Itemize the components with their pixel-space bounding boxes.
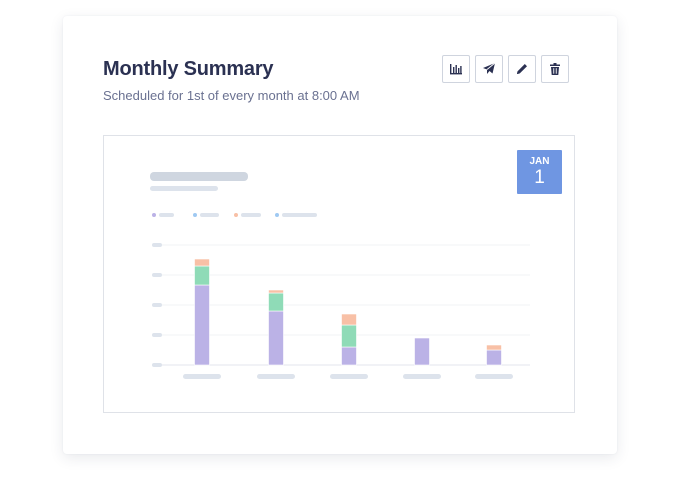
chart-title-placeholder [150, 172, 248, 181]
chart-preview: JAN 1 [103, 135, 575, 413]
x-tick-placeholder [183, 374, 221, 379]
date-badge-month: JAN [529, 156, 550, 167]
bar-segment [341, 324, 357, 348]
legend-marker [193, 213, 197, 217]
bar-segment [486, 349, 502, 366]
report-card: Monthly Summary Scheduled for 1st of eve… [63, 16, 617, 454]
x-tick-placeholder [475, 374, 513, 379]
date-badge-day: 1 [534, 167, 545, 188]
legend-label-placeholder [282, 213, 317, 217]
y-tick-placeholder [152, 333, 162, 337]
report-title: Monthly Summary [103, 58, 274, 80]
y-tick-placeholder [152, 303, 162, 307]
bar-segment [486, 344, 502, 351]
date-badge: JAN 1 [517, 150, 562, 194]
y-tick-placeholder [152, 363, 162, 367]
legend-marker [152, 213, 156, 217]
report-toolbar [442, 55, 569, 83]
y-tick-placeholder [152, 243, 162, 247]
send-icon [483, 62, 496, 74]
legend-label-placeholder [200, 213, 219, 217]
legend-label-placeholder [241, 213, 261, 217]
bar-segment [194, 258, 210, 267]
legend-label-placeholder [159, 213, 174, 217]
legend-marker [234, 213, 238, 217]
view-chart-button[interactable] [442, 55, 470, 83]
trash-icon [550, 63, 560, 75]
x-tick-placeholder [257, 374, 295, 379]
x-tick-placeholder [403, 374, 441, 379]
bar-segment [194, 284, 210, 366]
delete-button[interactable] [541, 55, 569, 83]
bar-segment [414, 337, 430, 366]
edit-button[interactable] [508, 55, 536, 83]
chart-subtitle-placeholder [150, 186, 218, 191]
x-tick-placeholder [330, 374, 368, 379]
bar-segment [268, 292, 284, 312]
bar-segment [194, 265, 210, 286]
y-tick-placeholder [152, 273, 162, 277]
pencil-icon [517, 64, 527, 74]
bar-segment [341, 346, 357, 366]
bar-segment [268, 289, 284, 294]
legend-marker [275, 213, 279, 217]
report-schedule: Scheduled for 1st of every month at 8:00… [103, 88, 360, 103]
send-button[interactable] [475, 55, 503, 83]
stacked-bar-chart [152, 213, 530, 379]
bar-chart-icon [450, 64, 462, 75]
bar-segment [341, 313, 357, 326]
bar-segment [268, 310, 284, 366]
